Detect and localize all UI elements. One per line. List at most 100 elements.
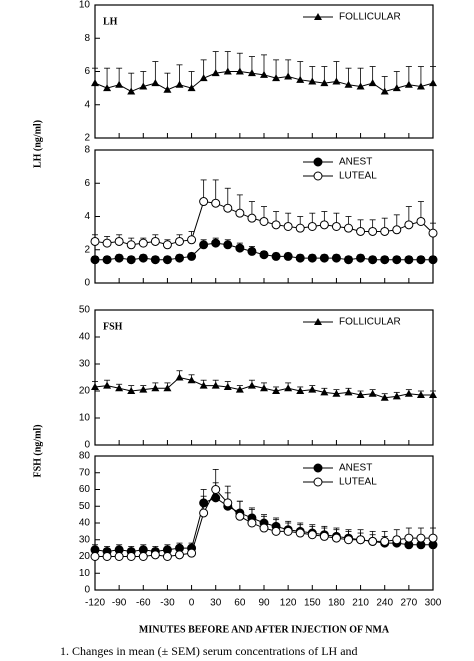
x-tick-label: 180: [328, 598, 345, 609]
marker: [356, 82, 365, 90]
marker: [175, 80, 184, 88]
marker: [115, 80, 124, 88]
marker: [331, 221, 341, 231]
marker: [429, 391, 437, 399]
marker: [404, 80, 413, 88]
marker: [138, 253, 148, 263]
marker: [259, 523, 269, 533]
marker: [199, 381, 208, 389]
marker: [416, 216, 426, 226]
y-tick-label: 8: [84, 33, 90, 44]
marker: [356, 535, 366, 545]
marker: [344, 80, 353, 88]
x-tick-label: -60: [136, 598, 151, 609]
marker: [199, 508, 209, 518]
y-axis-title: LH (ng/ml): [32, 120, 43, 168]
legend-label: FOLLICULAR: [339, 317, 401, 328]
marker: [247, 246, 257, 256]
marker: [235, 243, 245, 253]
marker: [151, 384, 160, 392]
marker: [295, 253, 305, 263]
y-tick-label: 80: [79, 451, 91, 462]
y-tick-label: 10: [79, 0, 91, 11]
marker: [332, 77, 341, 85]
x-tick-label: 270: [401, 598, 418, 609]
y-tick-label: 2: [84, 244, 90, 255]
marker: [223, 498, 233, 508]
marker: [259, 250, 269, 260]
marker: [368, 79, 377, 87]
x-tick-label: -120: [85, 598, 105, 609]
legend-marker: [313, 477, 323, 487]
marker: [344, 535, 353, 545]
marker: [380, 226, 390, 236]
y-tick-label: 20: [79, 551, 91, 562]
marker: [331, 533, 341, 543]
marker: [283, 251, 293, 261]
x-tick-label: 30: [210, 598, 222, 609]
y-tick-label: 70: [79, 467, 91, 478]
marker: [235, 511, 245, 521]
y-tick-label: 0: [84, 278, 90, 289]
marker: [331, 253, 341, 263]
y-tick-label: 4: [84, 99, 90, 110]
x-axis-title: MINUTES BEFORE AND AFTER INJECTION OF NM…: [139, 624, 390, 635]
marker: [308, 385, 317, 393]
y-tick-label: 40: [79, 518, 91, 529]
marker: [284, 72, 293, 80]
marker: [211, 238, 221, 248]
marker: [392, 225, 402, 235]
panel-title: FSH: [103, 321, 123, 332]
marker: [199, 74, 208, 82]
marker: [162, 240, 172, 250]
marker: [392, 84, 401, 92]
marker: [392, 535, 402, 545]
x-tick-label: 150: [304, 598, 321, 609]
marker: [271, 251, 281, 261]
marker: [392, 255, 402, 265]
marker: [187, 84, 196, 92]
marker: [150, 255, 160, 265]
y-tick-label: 4: [84, 211, 90, 222]
marker: [211, 198, 221, 208]
marker: [211, 381, 220, 389]
marker: [260, 384, 268, 392]
marker: [102, 255, 112, 265]
marker: [138, 552, 148, 561]
marker: [102, 552, 112, 561]
legend-label: LUTEAL: [339, 171, 377, 182]
marker: [138, 238, 148, 248]
x-tick-label: 60: [234, 598, 246, 609]
x-tick-label: 240: [376, 598, 393, 609]
marker: [126, 552, 136, 561]
marker: [235, 67, 244, 75]
x-tick-label: 120: [280, 598, 297, 609]
marker: [127, 87, 136, 95]
x-tick-label: 0: [189, 598, 195, 609]
marker: [392, 392, 401, 400]
marker: [271, 220, 281, 230]
marker: [296, 387, 305, 394]
marker: [428, 255, 438, 265]
legend-label: LUTEAL: [339, 477, 377, 488]
marker: [199, 197, 209, 207]
legend-label: FOLLICULAR: [339, 12, 401, 23]
marker: [380, 255, 390, 265]
marker: [404, 533, 414, 543]
legend-marker: [313, 157, 323, 167]
marker: [211, 485, 221, 494]
marker: [247, 381, 256, 389]
marker: [187, 376, 196, 384]
marker: [307, 253, 317, 263]
y-tick-label: 30: [79, 534, 91, 545]
marker: [187, 251, 197, 261]
marker: [126, 240, 136, 250]
marker: [223, 240, 233, 250]
marker: [90, 552, 100, 561]
marker: [404, 255, 414, 265]
marker: [260, 70, 268, 78]
marker: [332, 389, 341, 397]
x-tick-label: -30: [160, 598, 175, 609]
marker: [380, 536, 390, 546]
x-tick-label: 210: [352, 598, 369, 609]
